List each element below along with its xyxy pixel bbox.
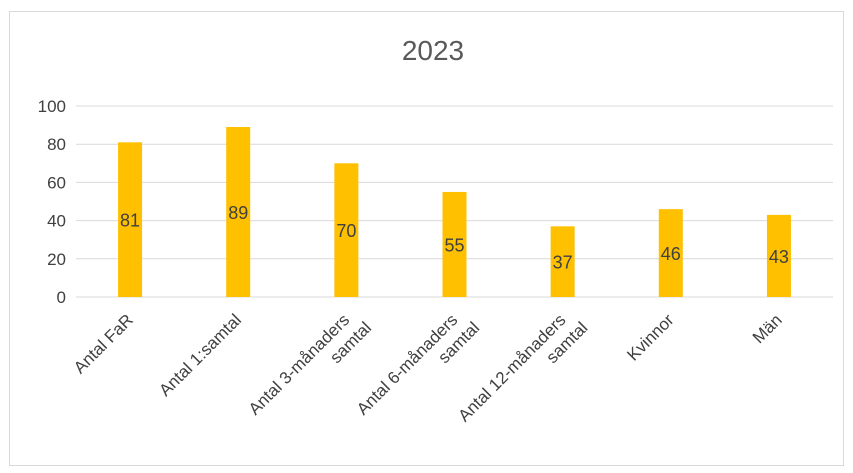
x-category-label: Kvinnor bbox=[623, 310, 677, 364]
y-tick-label: 20 bbox=[47, 250, 66, 269]
bar bbox=[658, 209, 683, 297]
category-line: Antal 1:samtal bbox=[155, 310, 245, 400]
data-label: 43 bbox=[769, 247, 789, 267]
data-label: 89 bbox=[228, 203, 248, 223]
bar bbox=[334, 163, 359, 297]
x-axis-categories: Antal FaR Antal 1:samtal Antal 3-månaderss… bbox=[70, 303, 786, 433]
bar bbox=[118, 142, 143, 297]
y-axis-ticks: 0 20 40 60 80 100 bbox=[38, 97, 66, 307]
data-label: 70 bbox=[336, 221, 356, 241]
x-category-label: Antal FaR bbox=[70, 310, 137, 377]
bar bbox=[442, 191, 467, 297]
bar bbox=[766, 214, 791, 297]
category-line: Kvinnor bbox=[623, 310, 677, 364]
bar bbox=[226, 127, 251, 297]
y-tick-label: 100 bbox=[38, 97, 66, 116]
bars bbox=[118, 127, 791, 297]
data-labels: 81 89 70 55 37 46 43 bbox=[120, 203, 789, 273]
x-category-label: Antal 3-månaderssamtal bbox=[245, 303, 375, 433]
bar bbox=[550, 226, 575, 297]
data-label: 37 bbox=[553, 253, 573, 273]
y-tick-label: 80 bbox=[47, 135, 66, 154]
gridlines bbox=[76, 105, 833, 298]
chart-frame bbox=[9, 11, 844, 466]
chart-title: 2023 bbox=[402, 35, 464, 66]
y-tick-label: 40 bbox=[47, 212, 66, 231]
y-tick-label: 60 bbox=[47, 173, 66, 192]
category-line: Antal FaR bbox=[70, 310, 137, 377]
data-label: 55 bbox=[444, 235, 464, 255]
y-tick-label: 0 bbox=[57, 288, 66, 307]
data-label: 81 bbox=[120, 211, 140, 231]
data-label: 46 bbox=[661, 244, 681, 264]
x-category-label: Antal 1:samtal bbox=[155, 310, 245, 400]
category-line: Män bbox=[749, 310, 786, 347]
x-category-label: Män bbox=[749, 310, 786, 347]
